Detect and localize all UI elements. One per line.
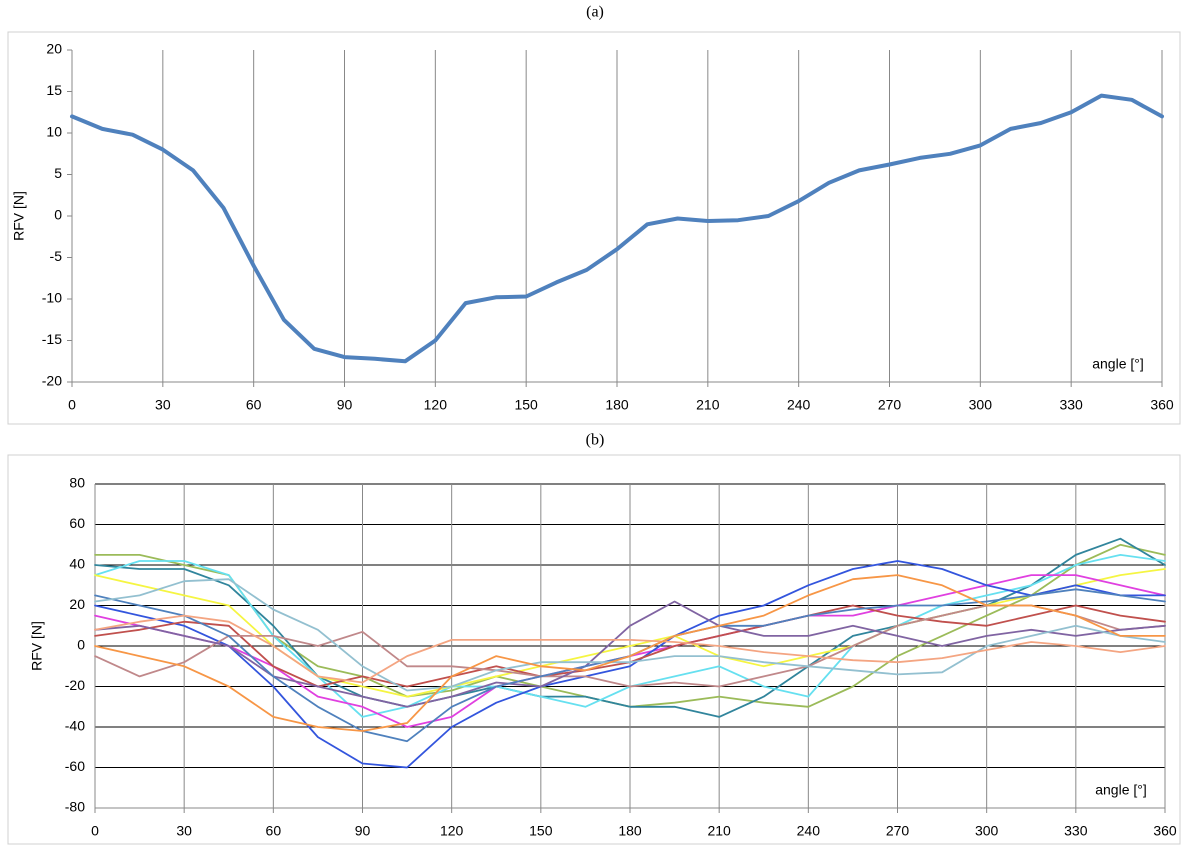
x-tick-label: 240 bbox=[787, 397, 811, 413]
x-tick-label: 120 bbox=[440, 823, 464, 839]
x-tick-label: 300 bbox=[969, 397, 993, 413]
x-tick-label: 330 bbox=[1059, 397, 1083, 413]
series-line bbox=[94, 560, 1166, 769]
chart-title: (a) bbox=[586, 4, 604, 21]
y-tick-label: 0 bbox=[77, 637, 85, 653]
y-tick-label: 0 bbox=[54, 207, 62, 223]
x-tick-label: 90 bbox=[337, 397, 353, 413]
x-tick-label: 150 bbox=[529, 823, 553, 839]
y-tick-label: -40 bbox=[65, 718, 85, 734]
x-tick-label: 60 bbox=[266, 823, 282, 839]
y-tick-label: 20 bbox=[69, 596, 85, 612]
x-tick-label: 300 bbox=[975, 823, 999, 839]
x-tick-label: 30 bbox=[155, 397, 171, 413]
series-line bbox=[94, 574, 1166, 732]
series-line bbox=[70, 93, 1164, 364]
series-line bbox=[94, 578, 1166, 692]
y-tick-label: -20 bbox=[42, 373, 62, 389]
x-tick-label: 210 bbox=[707, 823, 731, 839]
y-tick-label: -10 bbox=[42, 290, 62, 306]
y-tick-label: 20 bbox=[46, 41, 62, 57]
x-tick-label: 330 bbox=[1064, 823, 1088, 839]
y-tick-label: 5 bbox=[54, 165, 62, 181]
y-tick-label: 10 bbox=[46, 124, 62, 140]
x-tick-label: 240 bbox=[797, 823, 821, 839]
chart-title: (b) bbox=[586, 432, 605, 449]
x-tick-label: 210 bbox=[696, 397, 720, 413]
y-tick-label: -20 bbox=[65, 677, 85, 693]
series-line bbox=[94, 614, 1166, 684]
x-tick-label: 180 bbox=[618, 823, 642, 839]
y-tick-label: -60 bbox=[65, 758, 85, 774]
y-tick-label: -80 bbox=[65, 799, 85, 815]
y-tick-label: 80 bbox=[69, 475, 85, 491]
x-tick-label: 0 bbox=[91, 823, 99, 839]
x-tick-label: 360 bbox=[1153, 823, 1177, 839]
x-tick-label: 90 bbox=[355, 823, 371, 839]
chart-frame bbox=[7, 31, 1181, 425]
y-axis-label: RFV [N] bbox=[11, 191, 27, 241]
x-tick-label: 120 bbox=[424, 397, 448, 413]
y-axis-label: RFV [N] bbox=[29, 621, 45, 671]
x-tick-label: 270 bbox=[878, 397, 902, 413]
x-label-box bbox=[1081, 778, 1161, 802]
x-axis-label: angle [°] bbox=[1095, 782, 1147, 798]
x-tick-label: 270 bbox=[886, 823, 910, 839]
y-tick-label: 40 bbox=[69, 556, 85, 572]
y-tick-label: 15 bbox=[46, 82, 62, 98]
x-axis-label: angle [°] bbox=[1092, 356, 1144, 372]
x-tick-label: 0 bbox=[68, 397, 76, 413]
y-tick-label: -15 bbox=[42, 331, 62, 347]
x-tick-label: 60 bbox=[246, 397, 262, 413]
x-tick-label: 150 bbox=[514, 397, 538, 413]
y-tick-label: -5 bbox=[50, 248, 63, 264]
x-tick-label: 360 bbox=[1150, 397, 1174, 413]
x-label-box bbox=[1078, 352, 1158, 376]
x-tick-label: 180 bbox=[605, 397, 629, 413]
x-tick-label: 30 bbox=[176, 823, 192, 839]
y-tick-label: 60 bbox=[69, 515, 85, 531]
